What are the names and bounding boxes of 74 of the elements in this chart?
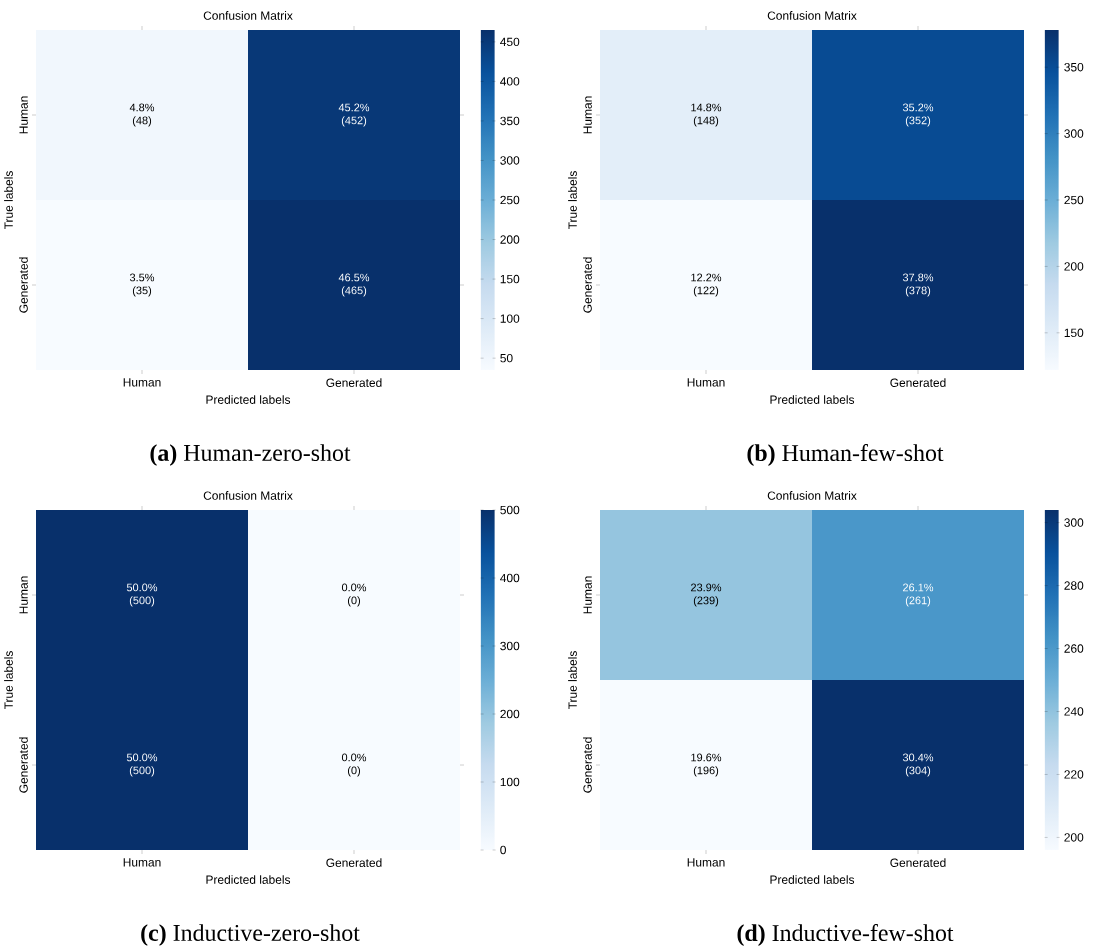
data-label: 45.2% (452) — [338, 103, 370, 127]
x-tick-label: Generated — [326, 378, 382, 387]
chart-title: Confusion Matrix — [203, 11, 293, 20]
y-tick-label: Generated — [19, 737, 28, 793]
y-tick-label: Generated — [19, 257, 28, 313]
color-bar-label: 150 — [1064, 328, 1084, 338]
y-axis-title: True labels — [568, 171, 577, 230]
data-label: 50.0% (500) — [126, 583, 158, 607]
y-axis-title: True labels — [568, 651, 577, 710]
text: (c) Inductive-zero-shot — [141, 924, 360, 946]
x-tick-label: Generated — [890, 858, 946, 867]
color-bar-label: 200 — [500, 709, 520, 719]
color-bar-label: 300 — [1064, 518, 1084, 527]
y-axis-title: True labels — [4, 171, 13, 230]
color-bar-label: 50 — [500, 353, 513, 363]
chart-title: Confusion Matrix — [767, 491, 857, 500]
color-bar-label: 150 — [500, 274, 520, 284]
color-bar-label: 400 — [500, 77, 520, 86]
data-label: 0.0% (0) — [341, 583, 367, 607]
data-label: 37.8% (378) — [902, 273, 934, 297]
data-label: 12.2% (122) — [691, 273, 722, 297]
data-label: 19.6% (196) — [691, 753, 722, 777]
data-label: 46.5% (465) — [338, 273, 370, 297]
x-tick-label: Human — [123, 858, 161, 867]
y-tick-label: Human — [583, 576, 592, 614]
data-label: 35.2% (352) — [902, 103, 934, 127]
color-bar-label: 0 — [500, 845, 506, 855]
data-label: 50.0% (500) — [126, 753, 158, 777]
color-bar-label: 300 — [500, 156, 520, 165]
color-bar-label: 300 — [1064, 129, 1084, 138]
color-bar-label: 240 — [1064, 707, 1084, 716]
y-tick-label: Human — [19, 576, 28, 614]
y-tick-label: Generated — [583, 737, 592, 793]
data-label: 23.9% (239) — [691, 583, 722, 607]
data-label: 3.5% (35) — [129, 273, 155, 297]
text: (a) Human-zero-shot — [150, 444, 351, 466]
color-bar-label: 300 — [500, 641, 520, 651]
y-tick-label: Generated — [583, 257, 592, 313]
data-label: 26.1% (261) — [903, 583, 934, 607]
x-axis-title: Predicted labels — [770, 395, 855, 404]
x-axis-title: Predicted labels — [206, 395, 291, 404]
x-tick-label: Human — [687, 858, 725, 867]
data-label: 4.8% (48) — [129, 103, 155, 127]
chart-title: Confusion Matrix — [767, 11, 857, 20]
data-label: 30.4% (304) — [902, 753, 934, 777]
y-axis-title: True labels — [4, 651, 13, 710]
color-bar-label: 450 — [500, 37, 520, 47]
color-bar-label: 260 — [1064, 644, 1084, 653]
y-tick-label: Human — [583, 96, 592, 134]
x-axis-title: Predicted labels — [770, 875, 855, 884]
x-axis-title: Predicted labels — [206, 875, 291, 884]
data-label: 14.8% (148) — [691, 103, 722, 127]
x-tick-label: Generated — [326, 858, 382, 867]
color-bar-label: 250 — [500, 195, 520, 205]
color-bar-label: 350 — [500, 116, 520, 126]
y-tick-label: Human — [19, 96, 28, 134]
data-label: 0.0% (0) — [341, 753, 367, 777]
color-bar-label: 280 — [1064, 581, 1084, 590]
x-tick-label: Human — [123, 378, 161, 387]
color-bar-label: 100 — [500, 777, 520, 787]
chart-title: Confusion Matrix — [203, 491, 293, 500]
color-bar-label: 200 — [500, 235, 520, 244]
color-bar-label: 250 — [1064, 195, 1084, 205]
text: (d) Inductive-few-shot — [737, 924, 954, 946]
color-bar-label: 400 — [500, 573, 520, 583]
x-tick-label: Human — [687, 378, 725, 387]
color-bar-label: 100 — [500, 314, 520, 323]
text: (b) Human-few-shot — [747, 444, 944, 466]
color-bar-label: 200 — [1064, 833, 1084, 842]
color-bar-label: 350 — [1064, 62, 1084, 72]
x-tick-label: Generated — [890, 378, 946, 387]
color-bar-label: 220 — [1064, 770, 1084, 779]
color-bar-label: 200 — [1064, 262, 1084, 271]
color-bar-label: 500 — [500, 505, 520, 515]
